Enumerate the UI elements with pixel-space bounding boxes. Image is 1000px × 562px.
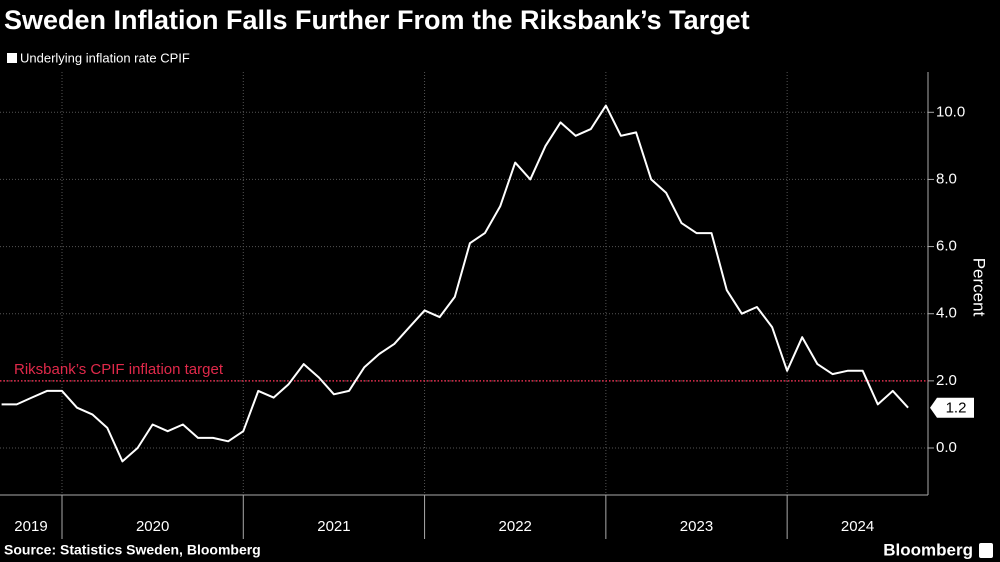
x-tick-label: 2024 <box>841 518 874 535</box>
brand: Bloomberg <box>883 540 973 559</box>
x-tick-label: 2020 <box>136 518 169 535</box>
y-tick-label: 6.0 <box>936 238 957 255</box>
brand-icon <box>979 543 993 558</box>
y-tick-label: 8.0 <box>936 170 957 187</box>
y-tick-label: 2.0 <box>936 372 957 389</box>
x-tick-label: 2023 <box>680 518 713 535</box>
value-callout <box>930 397 974 418</box>
y-axis-label: Percent <box>970 258 989 317</box>
legend-swatch <box>7 53 17 63</box>
source: Source: Statistics Sweden, Bloomberg <box>4 542 261 558</box>
y-tick-label: 10.0 <box>936 103 965 120</box>
line <box>1 104 909 463</box>
y-tick-label: 0.0 <box>936 439 957 456</box>
x-tick-label: 2022 <box>499 518 532 535</box>
x-tick-label: 2019 <box>14 518 47 535</box>
y-tick-label: 4.0 <box>936 305 957 322</box>
target-label: Riksbank’s CPIF inflation target <box>14 361 224 378</box>
chart-title: Sweden Inflation Falls Further From the … <box>4 5 750 35</box>
x-tick-label: 2021 <box>317 518 350 535</box>
legend-label: Underlying inflation rate CPIF <box>20 50 190 65</box>
value-label: 1.2 <box>946 400 967 417</box>
